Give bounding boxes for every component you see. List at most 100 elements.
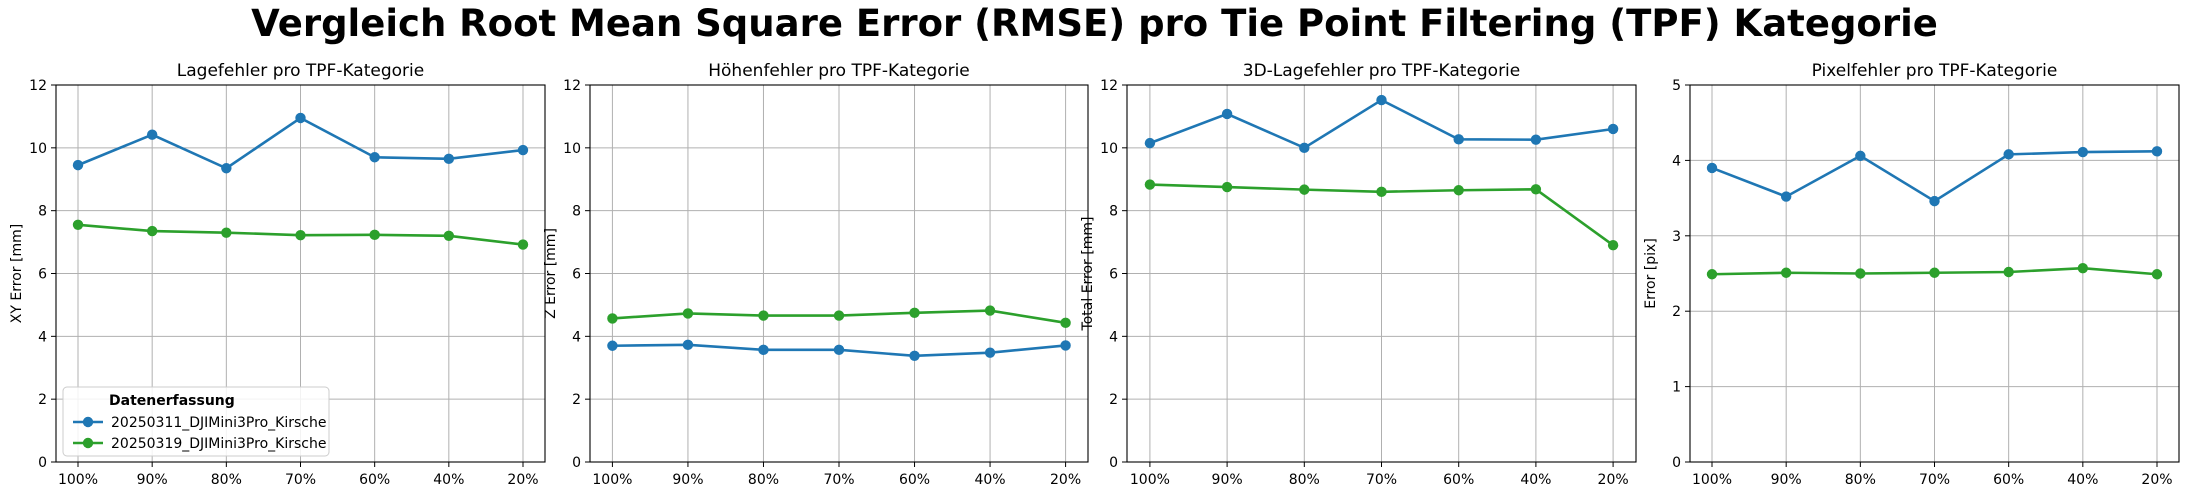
y-tick-label: 0 [38,455,47,471]
x-tick-label: 100% [592,472,632,488]
data-point [1453,185,1464,196]
x-tick-label: 100% [1692,472,1732,488]
data-point [2003,149,2014,160]
x-tick-label: 20% [507,472,538,488]
data-point [517,239,529,250]
data-point [2077,263,2089,274]
x-tick-label: 100% [1130,472,1170,488]
x-tick-label: 40% [974,472,1005,488]
x-tick-label: 80% [1845,472,1876,488]
data-point [1607,123,1619,135]
x-tick-label: 40% [1520,472,1551,488]
y-tick-label: 6 [572,267,581,283]
x-tick-label: 40% [433,472,464,488]
y-axis-label: Z Error [mm] [543,228,559,319]
data-point [1855,268,1866,279]
data-point [607,340,618,351]
y-tick-label: 6 [38,267,47,283]
y-tick-label: 2 [1672,304,1681,320]
y-tick-label: 0 [572,455,581,471]
y-axis-label: XY Error [mm] [9,224,25,323]
data-point [909,307,920,318]
x-tick-label: 90% [1212,472,1243,488]
y-tick-label: 4 [572,329,581,345]
panel-title: Höhenfehler pro TPF-Kategorie [708,61,970,81]
x-tick-label: 60% [1443,472,1474,488]
x-tick-label: 80% [211,472,242,488]
data-point [984,305,996,316]
y-tick-label: 6 [1109,267,1118,283]
data-point [443,153,455,165]
y-tick-label: 8 [1109,204,1118,220]
chart-panel-4: 0 1 2 3 4 5 100% 90% 80% 70% 60% 40% 20% Pixelfehler … [1643,61,2180,488]
panel-title: Pixelfehler pro TPF-Kategorie [1812,61,2058,81]
chart-panel-2: 0 2 4 6 8 10 12 100% 90% 80% 70% 60% 40% 20% Höhenfehl… [543,61,1089,488]
x-tick-label: 60% [1993,472,2024,488]
legend-entry-label: 20250319_DJIMini3Pro_Kirsche [111,436,326,452]
y-tick-label: 2 [572,392,581,408]
data-point [517,144,529,156]
data-point [682,339,694,351]
data-point [1144,137,1156,149]
data-point [221,163,232,174]
legend-box [62,386,330,457]
legend-swatch-marker [82,416,94,428]
figure-title: Vergleich Root Mean Square Error (RMSE) … [251,2,1938,45]
data-point [1221,108,1233,120]
y-tick-label: 8 [572,204,581,220]
data-point [72,219,84,231]
data-point [1706,269,1718,280]
data-point [72,159,84,171]
x-tick-label: 60% [359,472,390,488]
y-tick-label: 0 [1672,455,1681,471]
data-point [369,229,380,241]
y-tick-label: 2 [38,392,47,408]
legend-entry-label: 20250311_DJIMini3Pro_Kirsche [111,415,326,431]
data-point [1376,186,1387,198]
x-tick-label: 70% [823,472,854,488]
panel-title: 3D-Lagefehler pro TPF-Kategorie [1243,61,1521,81]
data-point [1299,142,1310,154]
y-tick-label: 8 [38,204,47,220]
legend-title: Datenerfassung [109,393,235,409]
x-tick-label: 70% [1366,472,1397,488]
data-point [2151,146,2163,157]
data-point [758,310,769,321]
x-tick-label: 80% [1289,472,1320,488]
data-point [146,225,158,237]
legend: Datenerfassung 20250311_DJIMini3Pro_Kirsc… [62,386,330,457]
data-point [682,308,694,319]
data-point [1299,184,1310,195]
panel-title: Lagefehler pro TPF-Kategorie [177,61,424,81]
x-tick-label: 60% [899,472,930,488]
y-tick-label: 12 [1100,78,1118,94]
y-tick-label: 0 [1109,455,1118,471]
y-tick-label: 2 [1109,392,1118,408]
y-tick-label: 12 [29,78,47,94]
x-tick-label: 20% [1598,472,1629,488]
data-point [984,347,996,358]
data-point [2077,146,2089,158]
y-tick-label: 4 [1672,153,1681,169]
x-tick-label: 80% [748,472,779,488]
data-point [1376,94,1387,106]
data-point [909,350,920,362]
data-point [295,229,306,241]
y-tick-label: 4 [1109,329,1118,345]
y-tick-label: 12 [563,78,581,94]
x-tick-label: 70% [285,472,316,488]
y-tick-label: 3 [1672,229,1681,245]
data-point [1780,191,1792,202]
data-point [1221,181,1233,193]
data-point [2003,266,2014,278]
data-point [1706,162,1718,174]
data-point [146,129,158,140]
x-tick-label: 20% [1050,472,1081,488]
x-tick-label: 90% [137,472,168,488]
data-point [1929,195,1940,207]
x-tick-label: 40% [2067,472,2098,488]
data-point [1453,134,1464,145]
x-tick-label: 100% [58,472,98,488]
data-point [1855,150,1866,162]
